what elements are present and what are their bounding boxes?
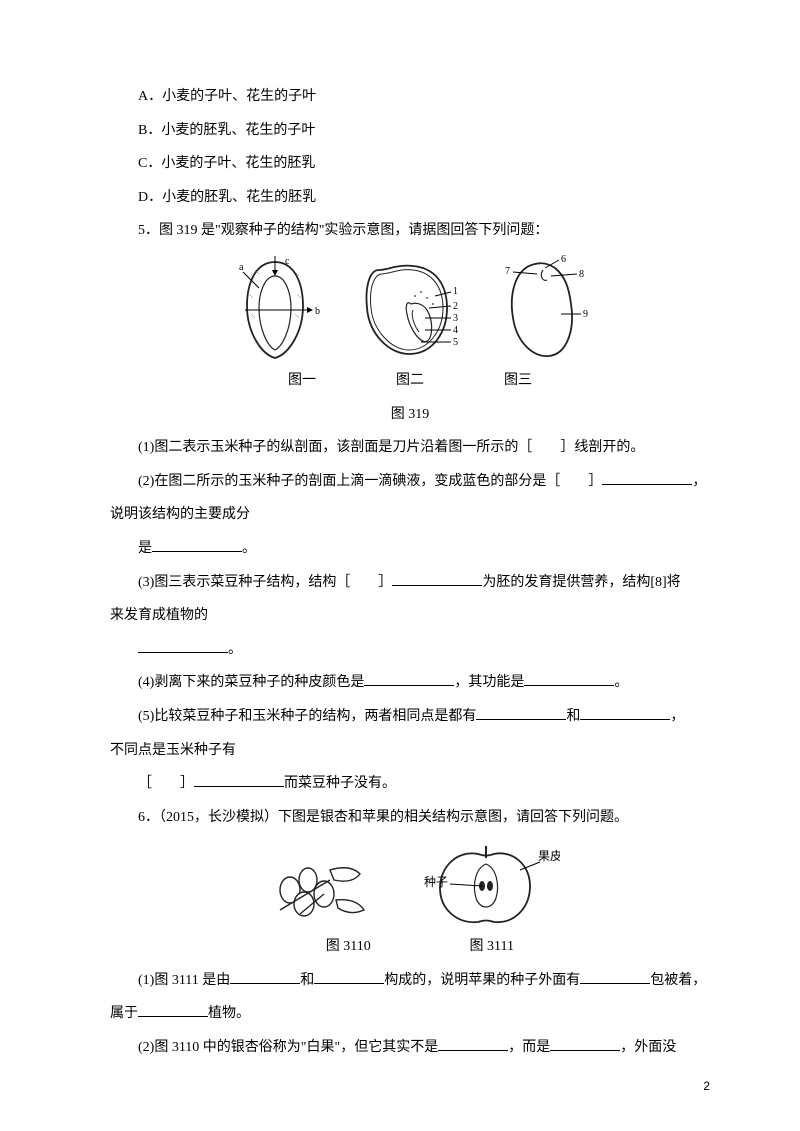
q5-2-text-d: 是: [138, 541, 152, 556]
q5-main-caption: 图 319: [110, 398, 710, 432]
blank[interactable]: [602, 471, 692, 485]
blank[interactable]: [138, 639, 228, 653]
q5-1: (1)图二表示玉米种子的纵剖面，该剖面是刀片沿着图一所示的［ ］线剖开的。: [110, 431, 710, 465]
blank[interactable]: [438, 1037, 508, 1051]
q6-figure-row: 果皮 种子: [110, 840, 710, 930]
q5-3-text-b: 为胚的发育提供营养，结构[8]将: [482, 575, 680, 590]
q5-2-text-b: ，: [692, 474, 706, 489]
q5-3-text-d: 。: [228, 642, 242, 657]
q5-2-c: 是。: [110, 532, 710, 566]
q6-1-b: 属于 植物。: [110, 997, 710, 1031]
q6-2-text-a: (2)图 3­1­10 中的银杏俗称为"白果"，但它其实不是: [138, 1040, 438, 1055]
figcap-2: 图二: [396, 364, 424, 398]
q5-4: (4)剥离下来的菜豆种子的种皮颜色是 ，其功能是 。: [110, 666, 710, 700]
q5-3-c: 。: [110, 633, 710, 667]
q6-1-text-c: 构成的，说明苹果的种子外面有: [384, 973, 580, 988]
svg-text:1: 1: [453, 286, 458, 297]
q5-5-b: 不同点是玉米种子有: [110, 734, 710, 768]
q6-1-text-f: 植物。: [208, 1006, 250, 1021]
svg-text:5: 5: [453, 337, 458, 348]
svg-text:c: c: [285, 256, 290, 267]
q6-cap2: 图 3­1­11: [432, 930, 552, 964]
q5-2-text-e: 。: [242, 541, 256, 556]
figcap-1: 图一: [288, 364, 316, 398]
blank[interactable]: [580, 706, 670, 720]
svg-text:8: 8: [579, 269, 584, 280]
figure-3-bean: 6 7 8 9: [495, 254, 595, 364]
svg-text:a: a: [239, 262, 244, 273]
blank[interactable]: [138, 1003, 208, 1017]
option-c: C．小麦的子叶、花生的胚乳: [110, 147, 710, 181]
q5-5-text-e: ［ ］: [138, 776, 194, 791]
q6-cap1: 图 3­1­10: [268, 930, 428, 964]
blank[interactable]: [230, 970, 300, 984]
figure-apple: 果皮 种子: [410, 840, 560, 930]
q6-2-text-c: ，外面没: [620, 1040, 676, 1055]
option-d: D．小麦的胚乳、花生的胚乳: [110, 181, 710, 215]
apple-seed-label: 种子: [424, 875, 448, 889]
svg-text:9: 9: [583, 309, 588, 320]
blank[interactable]: [392, 572, 482, 586]
svg-text:6: 6: [561, 254, 566, 265]
svg-text:3: 3: [453, 313, 458, 324]
q5-2-text-a: (2)在图二所示的玉米种子的剖面上滴一滴碘液，变成蓝色的部分是［ ］: [138, 474, 602, 489]
blank[interactable]: [524, 672, 614, 686]
blank[interactable]: [314, 970, 384, 984]
q6-2: (2)图 3­1­10 中的银杏俗称为"白果"，但它其实不是 ，而是 ，外面没: [110, 1031, 710, 1065]
blank[interactable]: [580, 970, 650, 984]
q5-5-c: ［ ］ 而菜豆种子没有。: [110, 767, 710, 801]
blank[interactable]: [476, 706, 566, 720]
svg-text:b: b: [315, 306, 320, 317]
q6-1-text-a: (1)图 3­1­11 是由: [138, 973, 230, 988]
q5-stem: 5．图 319 是"观察种子的结构"实验示意图，请据图回答下列问题：: [110, 214, 710, 248]
q5-subcaptions: 图一 图二 图三: [110, 364, 710, 398]
q6-1-a: (1)图 3­1­11 是由 和 构成的，说明苹果的种子外面有 包被着，: [110, 964, 710, 998]
q6-1-text-e: 属于: [110, 1006, 138, 1021]
blank[interactable]: [152, 538, 242, 552]
q6-2-text-b: ，而是: [508, 1040, 550, 1055]
q5-3-text-a: (3)图三表示菜豆种子结构，结构［ ］: [138, 575, 392, 590]
q5-3-a: (3)图三表示菜豆种子结构，结构［ ］ 为胚的发育提供营养，结构[8]将: [110, 566, 710, 600]
figure-2-corn-section: 1 2 3 4 5: [355, 254, 465, 364]
q6-captions: 图 3­1­10 图 3­1­11: [110, 930, 710, 964]
figure-ginkgo: [260, 850, 380, 930]
q5-2-b: 说明该结构的主要成分: [110, 498, 710, 532]
option-a: A．小麦的子叶、花生的子叶: [110, 80, 710, 114]
q5-3-b: 来发育成植物的: [110, 599, 710, 633]
svg-text:4: 4: [453, 325, 458, 336]
q5-5-text-f: 而菜豆种子没有。: [284, 776, 396, 791]
q5-5-a: (5)比较菜豆种子和玉米种子的结构，两者相同点是都有 和 ，: [110, 700, 710, 734]
blank[interactable]: [550, 1037, 620, 1051]
q5-2-a: (2)在图二所示的玉米种子的剖面上滴一滴碘液，变成蓝色的部分是［ ］ ，: [110, 465, 710, 499]
q5-figure-row: c a b 1 2 3 4 5 6 7 8 9: [110, 254, 710, 364]
svg-text:2: 2: [453, 301, 458, 312]
page-number: 2: [703, 1072, 710, 1101]
q6-1-text-d: 包被着，: [650, 973, 706, 988]
figcap-3: 图三: [504, 364, 532, 398]
blank[interactable]: [364, 672, 454, 686]
option-b: B．小麦的胚乳、花生的子叶: [110, 114, 710, 148]
figure-1-corn: c a b: [225, 254, 325, 364]
q5-5-text-b: 和: [566, 709, 580, 724]
svg-text:7: 7: [505, 266, 510, 277]
q5-5-text-a: (5)比较菜豆种子和玉米种子的结构，两者相同点是都有: [138, 709, 476, 724]
q5-4-text-b: ，其功能是: [454, 675, 524, 690]
q5-4-text-a: (4)剥离下来的菜豆种子的种皮颜色是: [138, 675, 364, 690]
q5-5-text-c: ，: [670, 709, 684, 724]
q6-1-text-b: 和: [300, 973, 314, 988]
q6-stem: 6．（2015，长沙模拟）下图是银杏和苹果的相关结构示意图，请回答下列问题。: [110, 801, 710, 835]
blank[interactable]: [194, 773, 284, 787]
q5-4-text-c: 。: [614, 675, 628, 690]
apple-peel-label: 果皮: [538, 849, 560, 863]
